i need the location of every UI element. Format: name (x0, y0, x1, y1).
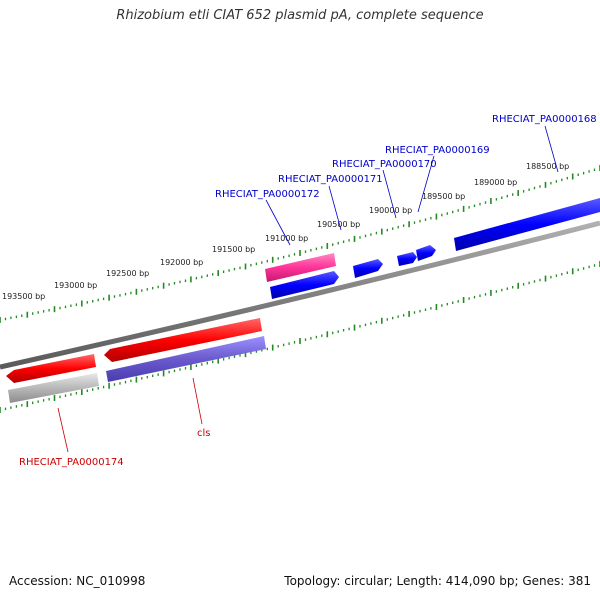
tick-label: 189500 bp (422, 192, 465, 201)
inner-tick-ring (0, 261, 600, 413)
tick-label: 192000 bp (160, 258, 203, 267)
tick-label: 188500 bp (526, 162, 569, 171)
outer-tick-ring (0, 165, 600, 323)
tick-label: 192500 bp (106, 269, 149, 278)
leader-line-cls (192, 377, 203, 425)
feature-rhe0000170[interactable] (397, 252, 417, 266)
tick-label: 189000 bp (474, 178, 517, 187)
leader-line-rhe0000174 (57, 407, 69, 453)
feature-cls[interactable] (104, 318, 262, 362)
feature-rhe0000174-gray[interactable] (8, 373, 99, 403)
leader-line-rhe0000170 (382, 169, 397, 219)
feature-rhe0000174[interactable] (6, 354, 96, 383)
gene-label-rhe0000168[interactable]: RHECIAT_PA0000168 (492, 114, 597, 125)
feature-cls-cog[interactable] (106, 336, 266, 382)
gene-label-rhe0000171[interactable]: RHECIAT_PA0000171 (278, 174, 383, 185)
tick-label: 190500 bp (317, 220, 360, 229)
feature-rhe0000169[interactable] (416, 245, 436, 261)
gene-label-rhe0000172[interactable]: RHECIAT_PA0000172 (215, 189, 320, 200)
feature-rhe0000172[interactable] (270, 271, 339, 299)
leader-line-rhe0000171 (328, 185, 342, 231)
tick-label: 190000 bp (369, 206, 412, 215)
leader-line-rhe0000172 (265, 199, 291, 246)
gene-label-cls[interactable]: cls (197, 428, 211, 439)
leader-line-rhe0000168 (544, 125, 559, 173)
feature-rhe0000171[interactable] (353, 259, 383, 278)
tick-label: 193500 bp (2, 292, 45, 301)
backbone-arc (0, 220, 600, 370)
leader-line-rhe0000169 (417, 155, 435, 213)
gene-label-rhe0000169[interactable]: RHECIAT_PA0000169 (385, 145, 490, 156)
gene-label-rhe0000170[interactable]: RHECIAT_PA0000170 (332, 159, 437, 170)
tick-label: 191500 bp (212, 245, 255, 254)
feature-rhe0000172-rna[interactable] (265, 253, 336, 282)
gene-label-rhe0000174[interactable]: RHECIAT_PA0000174 (19, 457, 124, 468)
map-title: Rhizobium etli CIAT 652 plasmid pA, comp… (116, 8, 484, 23)
feature-rhe0000168[interactable] (454, 198, 600, 251)
tick-label: 193000 bp (54, 281, 97, 290)
topology-summary: Topology: circular; Length: 414,090 bp; … (284, 574, 591, 588)
accession-text: Accession: NC_010998 (9, 574, 146, 588)
